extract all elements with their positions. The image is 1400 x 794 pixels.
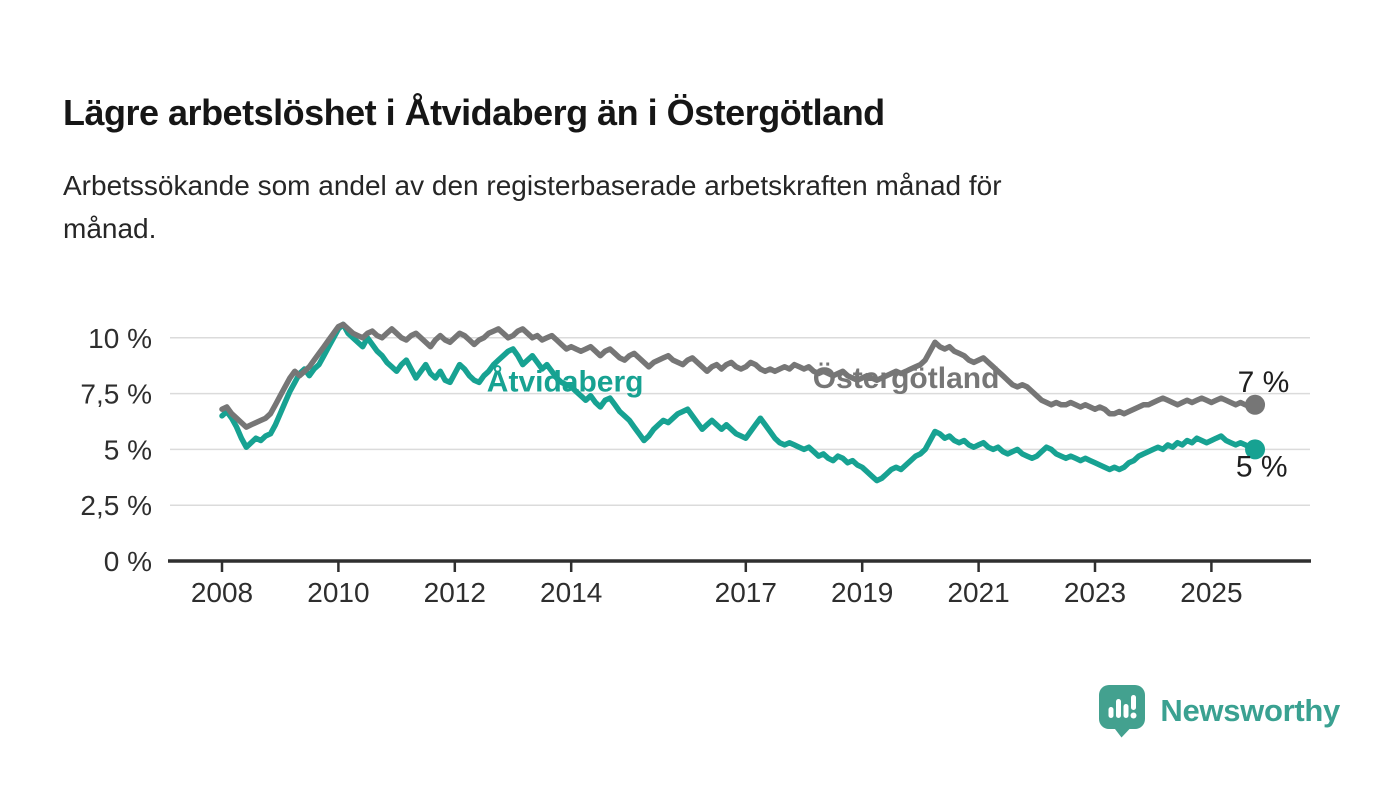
x-tick-label: 2017 <box>715 577 777 608</box>
x-tick-label: 2019 <box>831 577 893 608</box>
series-end-dot-åtvidaberg <box>1245 439 1266 460</box>
series-line-åtvidaberg <box>219 321 1258 484</box>
y-tick-label: 7,5 % <box>80 379 152 410</box>
chart-bars-speech-bubble-icon <box>1099 685 1146 738</box>
y-tick-label: 0 % <box>104 546 152 577</box>
subtitle-line-2: månad. <box>63 213 157 245</box>
y-tick-label: 2,5 % <box>80 490 152 521</box>
x-tick-label: 2010 <box>307 577 369 608</box>
x-tick-label: 2025 <box>1180 577 1242 608</box>
series-end-dot-östergötland <box>1245 394 1266 415</box>
chart-annotation: 7 % <box>1238 366 1290 399</box>
chart-subtitle: Arbetssökande som andel av den registerb… <box>63 164 1002 251</box>
chart-annotation: Östergötland <box>813 362 1000 395</box>
x-tick-label: 2008 <box>191 577 253 608</box>
chart-title: Lägre arbetslöshet i Åtvidaberg än i Öst… <box>63 92 885 134</box>
y-tick-label: 10 % <box>88 323 152 354</box>
chart-annotation: 5 % <box>1236 451 1288 484</box>
x-tick-label: 2021 <box>947 577 1009 608</box>
y-tick-label: 5 % <box>104 434 152 465</box>
brand-wordmark: Newsworthy <box>1160 693 1340 728</box>
subtitle-line-1: Arbetssökande som andel av den registerb… <box>63 170 1002 201</box>
newsworthy-logo: Newsworthy <box>1098 684 1340 738</box>
x-tick-label: 2023 <box>1064 577 1126 608</box>
x-tick-label: 2012 <box>424 577 486 608</box>
chart-annotation: Åtvidaberg <box>487 365 644 398</box>
series-line-östergötland <box>219 321 1258 430</box>
x-tick-label: 2014 <box>540 577 602 608</box>
